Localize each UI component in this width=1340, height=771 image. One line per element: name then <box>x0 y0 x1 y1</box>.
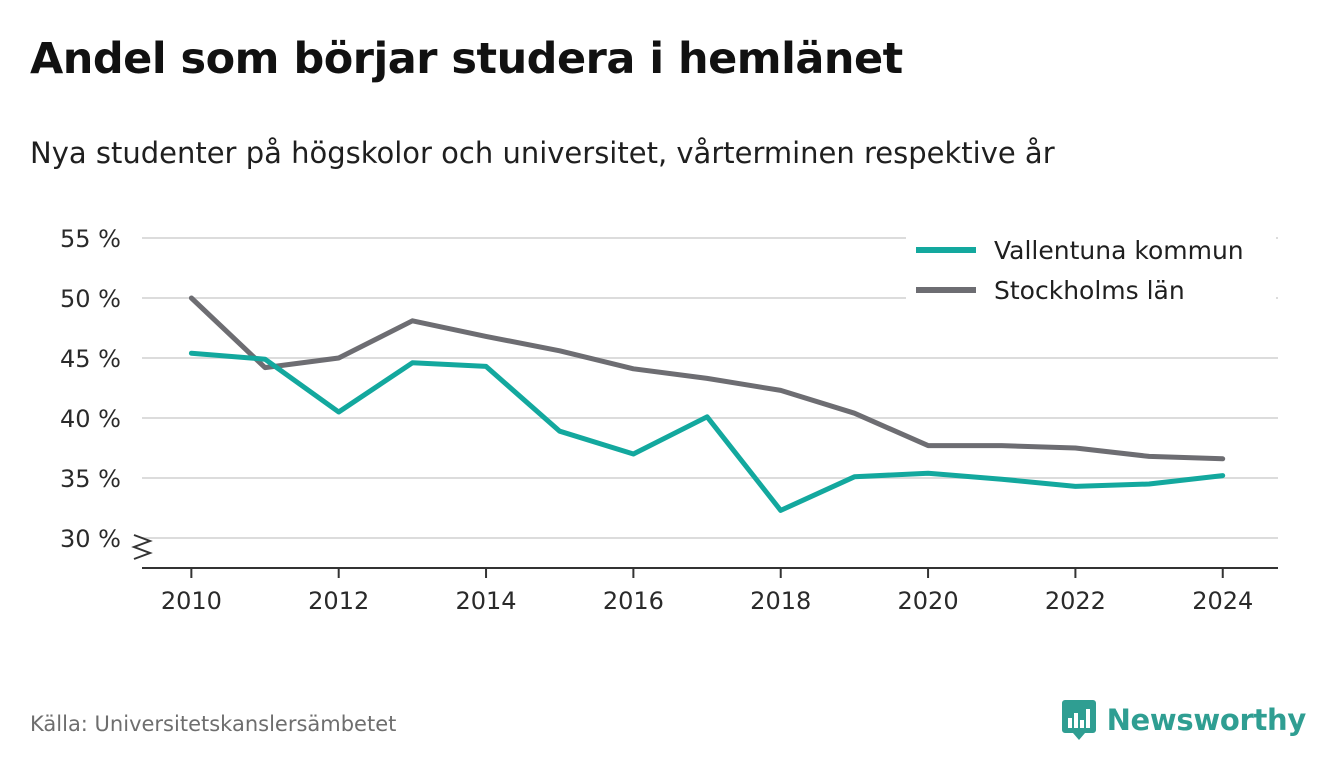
source-note: Källa: Universitetskanslersämbetet <box>30 712 397 736</box>
newsworthy-logo-icon <box>1061 700 1096 740</box>
y-tick-label-35: 35 % <box>60 465 121 493</box>
x-axis <box>131 534 1278 578</box>
x-tick-label-2024: 2024 <box>1192 587 1253 615</box>
y-tick-label-55: 55 % <box>60 225 121 253</box>
brand-name: Newsworthy <box>1106 703 1307 737</box>
series-line-vallentuna <box>188 350 1226 513</box>
x-tick-label-2012: 2012 <box>308 587 369 615</box>
x-tick-label-2022: 2022 <box>1045 587 1106 615</box>
x-tick-label-2010: 2010 <box>161 587 222 615</box>
series-line-stockholms-lan <box>188 295 1226 462</box>
brand-logo: Newsworthy <box>1061 698 1306 742</box>
axis-break-icon <box>131 534 153 560</box>
x-tick-label-2016: 2016 <box>603 587 664 615</box>
y-tick-label-50: 50 % <box>60 285 121 313</box>
x-tick-label-2020: 2020 <box>898 587 959 615</box>
legend: Vallentuna kommun Stockholms län <box>906 226 1276 306</box>
x-tick-labels: 2010 2012 2014 2016 2018 2020 2022 2024 <box>161 587 1253 615</box>
x-tick-label-2014: 2014 <box>456 587 517 615</box>
y-tick-label-30: 30 % <box>60 525 121 553</box>
y-tick-label-40: 40 % <box>60 405 121 433</box>
chart-subtitle: Nya studenter på högskolor och universit… <box>30 136 1055 170</box>
y-tick-label-45: 45 % <box>60 345 121 373</box>
legend-label-stockholms-lan: Stockholms län <box>994 276 1185 305</box>
x-tick-label-2018: 2018 <box>750 587 811 615</box>
legend-label-vallentuna: Vallentuna kommun <box>994 236 1244 265</box>
series-lines <box>188 295 1226 513</box>
y-tick-labels: 30 % 35 % 40 % 45 % 50 % 55 % <box>60 225 121 553</box>
chart-title: Andel som börjar studera i hemlänet <box>30 34 903 84</box>
